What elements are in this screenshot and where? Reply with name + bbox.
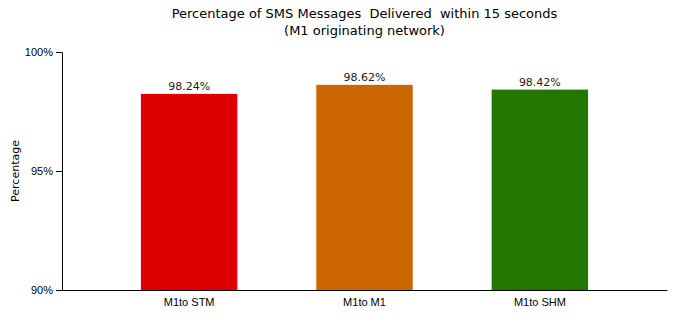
title: Percentage of SMS Messages Delivered wit… bbox=[172, 6, 558, 21]
tick-label: 100% bbox=[25, 46, 53, 58]
tick-mark bbox=[56, 171, 62, 172]
tick: M1to M1 bbox=[343, 296, 386, 308]
tick-label: M1to M1 bbox=[343, 296, 386, 308]
x-axis: M1to STM M1to M1 M1to SHM bbox=[63, 291, 668, 308]
tick-label: 95% bbox=[31, 165, 53, 177]
axis-line bbox=[63, 290, 668, 291]
data-label: 98.62% bbox=[344, 71, 386, 84]
plot: 98.24%98.62%98.42%90%95%100%M1to STMM1to… bbox=[25, 46, 668, 308]
subtitle: (M1 originating network) bbox=[284, 23, 445, 38]
axis-title: Percentage bbox=[9, 140, 22, 202]
tick: 95% bbox=[31, 165, 62, 177]
tick-label: M1to SHM bbox=[514, 296, 566, 308]
bar bbox=[492, 90, 588, 290]
bar bbox=[316, 85, 412, 290]
tick-label: 90% bbox=[31, 284, 53, 296]
chart: 98.24%98.62%98.42%90%95%100%M1to STMM1to… bbox=[0, 0, 687, 320]
tick: 90% bbox=[31, 284, 62, 296]
tick-mark bbox=[56, 290, 62, 291]
data-label: 98.42% bbox=[519, 76, 561, 89]
data-label: 98.24% bbox=[168, 80, 210, 93]
tick: 100% bbox=[25, 46, 62, 58]
axis-line bbox=[56, 53, 63, 291]
data-labels: 98.24% 98.62% 98.42% bbox=[168, 71, 561, 93]
tick: M1to STM bbox=[164, 296, 215, 308]
tick-mark bbox=[56, 52, 62, 53]
bar bbox=[141, 94, 237, 290]
tick: M1to SHM bbox=[514, 296, 566, 308]
bars bbox=[141, 85, 588, 290]
tick-label: M1to STM bbox=[164, 296, 215, 308]
y-axis: 90% 95% 100% bbox=[25, 46, 63, 296]
